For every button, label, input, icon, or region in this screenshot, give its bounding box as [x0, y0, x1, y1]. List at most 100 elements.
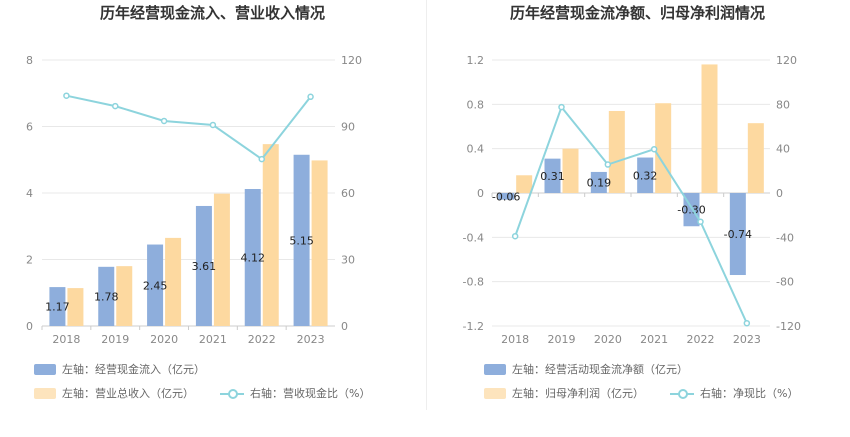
line-point [209, 121, 217, 129]
line-point [63, 92, 70, 99]
x-axis-tick-label: 2018 [501, 333, 529, 346]
line-point [511, 232, 519, 240]
legend-line-icon [670, 388, 694, 399]
legend-label: 右轴：营收现金比（%） [250, 387, 371, 400]
chart-title: 历年经营现金流净额、归母净利润情况 [509, 4, 765, 22]
data-label: 5.15 [289, 234, 314, 247]
chart-panel-cashflow-revenue: 历年经营现金流入、营业收入情况 0 2 4 6 8 0 30 60 90 120 1.17 1.78 2… [26, 4, 370, 401]
x-axis-tick-label: 2020 [594, 333, 622, 346]
legend-swatch [484, 387, 506, 399]
y-axis-left-tick-label: 8 [26, 54, 33, 67]
data-label: 1.78 [94, 290, 119, 303]
y-axis-right-tick-label: 80 [776, 98, 790, 111]
x-axis-tick-label: 2019 [101, 333, 129, 346]
bar [311, 160, 328, 326]
bar [293, 154, 310, 326]
bar [637, 157, 654, 193]
data-label: 4.12 [241, 252, 266, 265]
y-axis-left-tick-label: 0 [477, 187, 484, 200]
y-axis-right-tick-label: -120 [776, 320, 801, 333]
y-axis-left-tick-label: 6 [26, 121, 33, 134]
y-axis-left-tick-label: 2 [26, 254, 33, 267]
series-line [514, 105, 748, 324]
y-axis-right-tick-label: 90 [341, 121, 355, 134]
bar [590, 171, 607, 193]
line-point [307, 93, 314, 101]
x-axis-tick-label: 2019 [548, 333, 576, 346]
x-axis-tick-label: 2023 [297, 333, 325, 346]
line-point [112, 102, 119, 110]
y-axis-right-tick-label: 0 [341, 320, 348, 333]
bar [544, 158, 561, 193]
y-axis-right-tick-label: 30 [341, 254, 355, 267]
data-label: 0.19 [587, 176, 612, 189]
chart-svg: -1.2 -0.8 -0.4 0 0.4 0.8 1.2 -120 -80 -40 0 40 80 120… [463, 54, 801, 346]
bar [244, 189, 261, 326]
data-label: 3.61 [192, 260, 217, 273]
y-axis-right-tick-label: -40 [776, 231, 794, 244]
bar [655, 103, 672, 193]
legend-item-net-profit[interactable]: 左轴：归母净利润（亿元） [484, 385, 644, 401]
y-axis-right-tick-label: 0 [776, 187, 783, 200]
line-point [160, 117, 168, 125]
y-axis-left-tick-label: 4 [26, 187, 33, 200]
y-axis-left-tick-label: 0.4 [467, 143, 485, 156]
line-point [697, 218, 704, 225]
bar [195, 205, 212, 326]
legend-swatch [34, 387, 56, 399]
bar [562, 148, 579, 193]
y-axis-right-tick-label: 60 [341, 187, 355, 200]
y-axis-right-tick-label: 120 [341, 54, 362, 67]
data-label: 0.32 [633, 169, 658, 182]
bar [262, 144, 279, 326]
y-axis-right-tick-label: -80 [776, 276, 794, 289]
x-axis-tick-label: 2021 [199, 333, 227, 346]
chart-title: 历年经营现金流入、营业收入情况 [99, 4, 325, 22]
bar [49, 287, 66, 326]
bar [67, 288, 84, 326]
panel-divider [426, 0, 427, 410]
data-label: -0.30 [677, 204, 705, 217]
bar [98, 266, 115, 326]
legend-item-net-cash-ratio[interactable]: 右轴：净现比（%） [670, 385, 798, 401]
y-axis-left-tick-label: 0 [26, 320, 33, 333]
legend-label: 左轴：营业总收入（亿元） [62, 387, 194, 400]
legend-swatch [484, 363, 506, 375]
legend-item-cash-revenue-ratio[interactable]: 右轴：营收现金比（%） [220, 385, 370, 401]
data-label: -0.06 [492, 190, 520, 203]
data-label: 0.31 [540, 170, 565, 183]
legend-label: 右轴：净现比（%） [700, 387, 799, 400]
x-axis-tick-label: 2023 [733, 333, 761, 346]
legend-item-cash-inflow[interactable]: 左轴：经营现金流入（亿元） [34, 361, 205, 377]
y-axis-left-tick-label: -0.8 [463, 276, 484, 289]
x-axis-tick-label: 2020 [150, 333, 178, 346]
bar [729, 193, 746, 276]
bar [498, 193, 515, 200]
legend-swatch [34, 363, 56, 375]
line-point [258, 155, 265, 163]
legend-item-net-cashflow[interactable]: 左轴：经营活动现金流净额（亿元） [484, 361, 688, 377]
y-axis-left-tick-label: 0.8 [467, 98, 485, 111]
data-label: 1.17 [45, 301, 70, 314]
bar [516, 175, 533, 193]
data-label: 2.45 [143, 279, 168, 292]
x-axis-tick-label: 2018 [52, 333, 80, 346]
data-label: -0.74 [724, 228, 752, 241]
y-axis-left-tick-label: -1.2 [463, 320, 484, 333]
line-point [650, 145, 658, 153]
legend-label: 左轴：经营活动现金流净额（亿元） [512, 363, 688, 376]
line-point [743, 319, 751, 327]
legend-label: 左轴：归母净利润（亿元） [512, 387, 644, 400]
bar [608, 110, 625, 193]
legend-item-revenue[interactable]: 左轴：营业总收入（亿元） [34, 385, 194, 401]
y-axis-left-tick-label: 1.2 [467, 54, 485, 67]
x-axis-tick-label: 2021 [640, 333, 668, 346]
bar [213, 193, 230, 326]
chart-svg: 0 2 4 6 8 0 30 60 90 120 1.17 1.78 2.45 3.61 4.12 5.15 2… [26, 54, 362, 346]
bar [747, 123, 764, 193]
bar [116, 266, 133, 326]
y-axis-right-tick-label: 120 [776, 54, 797, 67]
line-point [604, 161, 612, 168]
chart-panel-net-cashflow-profit: 历年经营现金流净额、归母净利润情况 -1.2 -0.8 -0.4 0 0.4 0.8 1.2… [425, 0, 850, 437]
x-axis-tick-label: 2022 [687, 333, 715, 346]
